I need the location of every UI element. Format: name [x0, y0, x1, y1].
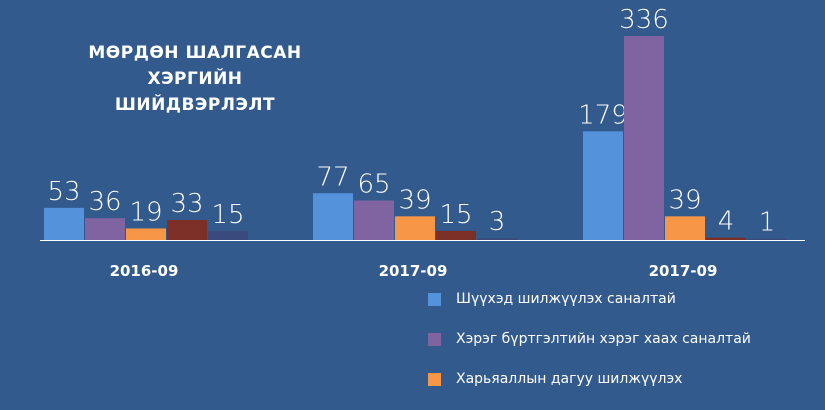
category-label-3: 2017-09 [649, 262, 718, 280]
bar-2-3 [395, 216, 435, 240]
bar-1-2 [85, 218, 125, 240]
data-label-3-1: 179 [578, 100, 628, 130]
data-label-3-3: 39 [668, 185, 701, 215]
bar-1-5 [208, 230, 248, 240]
bar-1-3 [126, 228, 166, 240]
chart-title: МӨРДӨН ШАЛГАСАН ХЭРГИЙН ШИЙДВЭРЛЭЛТ [40, 40, 350, 118]
legend-swatch-2 [428, 333, 441, 346]
data-label-2-1: 77 [316, 162, 349, 192]
data-label-3-2: 336 [619, 5, 669, 35]
legend-label-2: Хэрэг бүртгэлтийн хэрэг хаах саналтай [456, 331, 751, 347]
legend-swatch-3 [428, 373, 441, 386]
data-label-1-5: 15 [211, 200, 244, 230]
category-label-1: 2016-09 [110, 262, 179, 280]
bar-3-5 [747, 238, 787, 240]
bar-2-5 [477, 238, 517, 240]
data-label-1-4: 33 [170, 189, 203, 219]
bar-3-2 [624, 36, 664, 240]
bar-3-1 [583, 131, 623, 240]
data-label-2-2: 65 [357, 170, 390, 200]
bar-1-4 [167, 219, 207, 240]
bar-2-1 [313, 193, 353, 240]
bar-1-1 [44, 207, 84, 240]
legend-label-3: Харьяаллын дагуу шилжүүлэх [456, 371, 683, 387]
data-label-1-1: 53 [47, 177, 80, 207]
chart-title-line-2: ШИЙДВЭРЛЭЛТ [114, 95, 276, 115]
data-label-3-4: 4 [718, 207, 735, 237]
chart-title-line-1: МӨРДӨН ШАЛГАСАН ХЭРГИЙН [88, 43, 302, 89]
legend-swatch-1 [428, 293, 441, 306]
category-label-2: 2017-09 [379, 262, 448, 280]
data-label-1-2: 36 [88, 187, 121, 217]
bar-2-4 [436, 230, 476, 240]
bar-3-4 [706, 237, 746, 240]
data-label-3-5: 1 [759, 208, 776, 238]
data-label-2-4: 15 [439, 200, 472, 230]
bar-3-3 [665, 216, 705, 240]
data-label-2-3: 39 [398, 185, 431, 215]
legend-label-1: Шүүхэд шилжүүлэх саналтай [456, 291, 676, 307]
bar-2-2 [354, 200, 394, 240]
data-label-2-5: 3 [489, 207, 506, 237]
data-label-1-3: 19 [129, 197, 162, 227]
